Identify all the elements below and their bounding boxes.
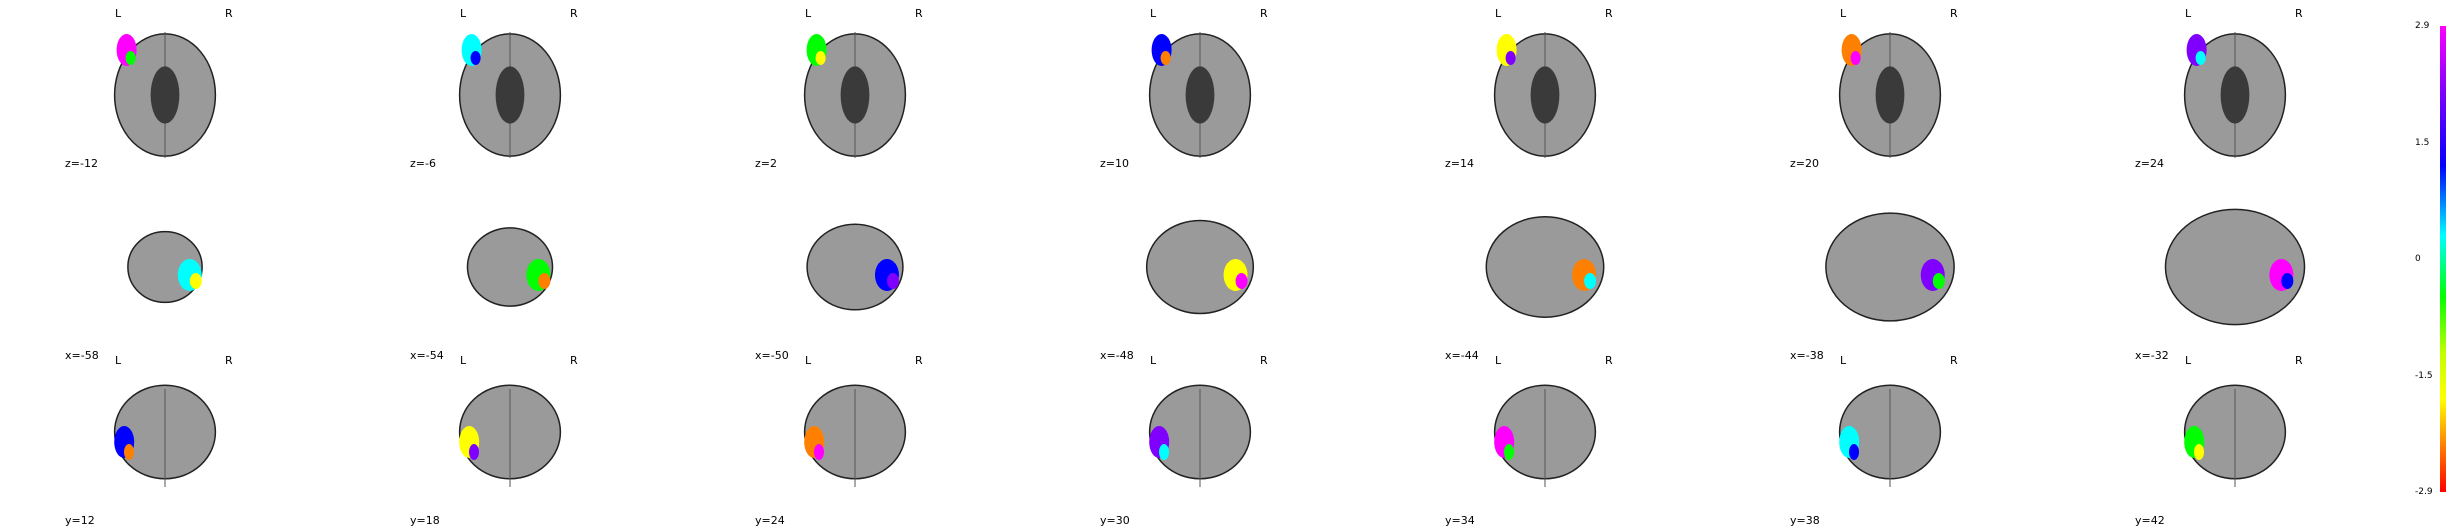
slice-coordinate-label: y=12 — [65, 514, 95, 527]
orientation-label-right: R — [1950, 7, 1958, 20]
sagittal-slice-2 — [466, 227, 554, 307]
orientation-label-left: L — [1150, 7, 1157, 20]
orientation-label-left: L — [115, 354, 122, 367]
orientation-label-left: L — [805, 7, 812, 20]
colorbar-tick-label: 2.9 — [2415, 21, 2430, 31]
coronal-slice-1 — [113, 384, 217, 487]
slice-coordinate-label: y=30 — [1100, 514, 1130, 527]
orientation-label-right: R — [1605, 7, 1613, 20]
orientation-label-right: R — [2295, 7, 2303, 20]
slice-coordinate-label: z=20 — [1790, 157, 1819, 170]
orientation-label-right: R — [1260, 7, 1268, 20]
orientation-label-right: R — [225, 7, 233, 20]
slice-coordinate-label: x=-48 — [1100, 349, 1134, 362]
orientation-label-right: R — [1605, 354, 1613, 367]
orientation-label-left: L — [460, 7, 467, 20]
slice-coordinate-label: z=24 — [2135, 157, 2164, 170]
orientation-label-left: L — [1840, 354, 1847, 367]
colorbar-tick-label: -2.9 — [2415, 487, 2433, 497]
colorbar-tick-label: 1.5 — [2415, 137, 2430, 148]
slice-coordinate-label: x=-50 — [755, 349, 789, 362]
axial-slice-1 — [113, 32, 217, 158]
slice-coordinate-label: x=-44 — [1445, 349, 1479, 362]
axial-slice-4 — [1148, 32, 1252, 158]
orientation-label-left: L — [1150, 354, 1157, 367]
orientation-label-right: R — [570, 7, 578, 20]
coronal-slice-7 — [2183, 384, 2287, 487]
slice-coordinate-label: z=-12 — [65, 157, 98, 170]
sagittal-slice-5 — [1485, 216, 1605, 318]
sagittal-slice-3 — [806, 223, 904, 311]
orientation-label-right: R — [915, 7, 923, 20]
orientation-label-right: R — [570, 354, 578, 367]
sagittal-slice-4 — [1145, 219, 1255, 315]
slice-coordinate-label: z=2 — [755, 157, 777, 170]
slice-coordinate-label: z=10 — [1100, 157, 1129, 170]
orientation-label-left: L — [1495, 354, 1502, 367]
orientation-label-right: R — [1950, 354, 1958, 367]
orientation-label-left: L — [1495, 7, 1502, 20]
sagittal-slice-7 — [2164, 208, 2306, 326]
coronal-slice-6 — [1838, 384, 1942, 487]
axial-slice-5 — [1493, 32, 1597, 158]
axial-slice-7 — [2183, 32, 2287, 158]
slice-coordinate-label: y=34 — [1445, 514, 1475, 527]
orientation-label-left: L — [2185, 354, 2192, 367]
orientation-label-right: R — [225, 354, 233, 367]
colorbar — [2440, 26, 2446, 492]
orientation-label-left: L — [460, 354, 467, 367]
orientation-label-left: L — [805, 354, 812, 367]
coronal-slice-5 — [1493, 384, 1597, 487]
colorbar-tick-label: 0 — [2415, 254, 2421, 264]
axial-slice-6 — [1838, 32, 1942, 158]
axial-slice-2 — [458, 32, 562, 158]
slice-coordinate-label: x=-38 — [1790, 349, 1824, 362]
orientation-label-left: L — [1840, 7, 1847, 20]
slice-coordinate-label: x=-32 — [2135, 349, 2169, 362]
slice-coordinate-label: y=42 — [2135, 514, 2165, 527]
slice-coordinate-label: x=-58 — [65, 349, 99, 362]
orientation-label-right: R — [1260, 354, 1268, 367]
slice-coordinate-label: z=14 — [1445, 157, 1474, 170]
slice-coordinate-label: y=18 — [410, 514, 440, 527]
orientation-label-left: L — [115, 7, 122, 20]
axial-slice-3 — [803, 32, 907, 158]
slice-coordinate-label: z=-6 — [410, 157, 436, 170]
coronal-slice-2 — [458, 384, 562, 487]
slice-coordinate-label: y=38 — [1790, 514, 1820, 527]
orientation-label-left: L — [2185, 7, 2192, 20]
colorbar-tick-label: -1.5 — [2415, 370, 2433, 381]
coronal-slice-3 — [803, 384, 907, 487]
sagittal-slice-1 — [127, 230, 203, 304]
sagittal-slice-6 — [1825, 212, 1955, 322]
coronal-slice-4 — [1148, 384, 1252, 487]
orientation-label-right: R — [2295, 354, 2303, 367]
slice-coordinate-label: y=24 — [755, 514, 785, 527]
slice-coordinate-label: x=-54 — [410, 349, 444, 362]
orientation-label-right: R — [915, 354, 923, 367]
